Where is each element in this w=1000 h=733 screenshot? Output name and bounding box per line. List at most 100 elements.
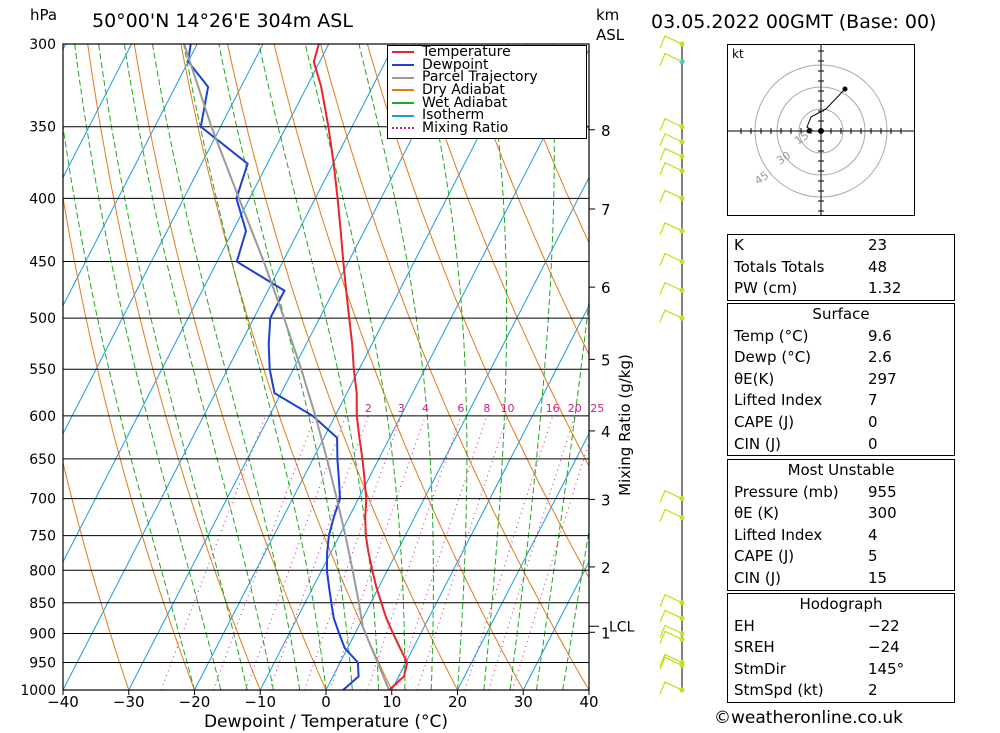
wind-barb xyxy=(659,52,683,66)
legend-swatch xyxy=(392,127,414,130)
stat-label: CIN (J) xyxy=(734,568,782,587)
mixing-ratio-label: 10 xyxy=(501,402,515,415)
wind-barb xyxy=(659,189,683,203)
legend-label: Wet Adiabat xyxy=(422,94,508,111)
hodograph-point xyxy=(806,128,812,134)
dewpoint-line xyxy=(187,44,360,690)
legend-item: Mixing Ratio xyxy=(388,120,586,137)
parcel-trajectory-line xyxy=(183,44,391,690)
wind-barb xyxy=(659,489,683,503)
wind-barb xyxy=(659,630,683,644)
hodograph-unit: kt xyxy=(732,47,744,61)
wet-adiabat-line xyxy=(509,44,555,690)
stat-value: 2.6 xyxy=(868,348,892,367)
isotherm-line xyxy=(63,44,395,690)
pressure-tick-label: 850 xyxy=(29,596,56,612)
stat-row: PW (cm) 1.32 xyxy=(728,278,954,300)
dry-adiabat-line xyxy=(63,194,195,690)
wind-barb xyxy=(659,653,683,667)
wind-barb xyxy=(659,161,683,176)
pressure-tick-label: 700 xyxy=(29,492,56,508)
wet-adiabat-line xyxy=(123,44,274,690)
mixing-ratio-label: 25 xyxy=(590,402,604,415)
location-title: 50°00'N 14°26'E 304m ASL xyxy=(92,10,353,32)
legend-swatch xyxy=(392,102,414,105)
km-unit-label: km xyxy=(596,6,620,24)
legend-item: Parcel Trajectory xyxy=(388,71,586,84)
stat-label: CAPE (J) xyxy=(734,412,795,431)
km-tick-label: 3 xyxy=(601,491,611,509)
hodograph-point xyxy=(818,128,824,134)
stat-row: Totals Totals 48 xyxy=(728,257,954,279)
stat-value: −22 xyxy=(868,616,900,635)
wet-adiabat-line xyxy=(98,44,248,690)
x-axis-label: Dewpoint / Temperature (°C) xyxy=(204,712,448,732)
wet-adiabat-line xyxy=(152,44,301,690)
pressure-tick-label: 900 xyxy=(29,626,56,642)
stat-row: Temp (°C) 9.6 xyxy=(728,326,954,348)
pressure-tick-label: 600 xyxy=(29,409,56,425)
stat-label: StmDir xyxy=(734,659,786,678)
datetime-label: 03.05.2022 00GMT (Base: 00) xyxy=(651,11,937,33)
pressure-tick-label: 400 xyxy=(29,191,56,207)
pressure-tick-label: 550 xyxy=(29,362,56,378)
credit-label: ©weatheronline.co.uk xyxy=(714,708,904,728)
km-tick-label: 4 xyxy=(601,423,611,441)
lcl-label: LCL xyxy=(609,619,635,635)
mixing-ratio-label: 3 xyxy=(398,402,405,415)
mixing-ratio-label: 4 xyxy=(422,402,429,415)
stat-row: EH −22 xyxy=(728,616,954,638)
km-tick-label: 8 xyxy=(601,122,611,140)
wind-barb xyxy=(659,309,683,323)
stat-label: Dewp (°C) xyxy=(734,348,812,367)
stat-row: CAPE (J) 0 xyxy=(728,412,954,434)
legend-swatch xyxy=(392,64,414,67)
legend-label: Dry Adiabat xyxy=(422,82,505,99)
legend-label: Mixing Ratio xyxy=(422,120,509,137)
mixing-ratio-line xyxy=(367,415,462,690)
hodograph: kt 15 30 45 xyxy=(727,44,915,216)
isotherm-line xyxy=(325,176,589,690)
legend: Temperature Dewpoint Parcel Trajectory Dry … xyxy=(387,45,587,139)
wind-barb-dot xyxy=(679,124,685,130)
panel-title: Surface xyxy=(812,305,870,323)
stat-label: StmSpd (kt) xyxy=(734,681,824,700)
wet-adiabat-line xyxy=(183,44,327,690)
temperature-line xyxy=(312,44,409,690)
stat-row: θE (K) 300 xyxy=(728,503,954,525)
isotherm-line xyxy=(391,304,589,690)
legend-item: Dry Adiabat xyxy=(388,82,586,99)
wind-barb xyxy=(659,624,683,638)
stat-value: 15 xyxy=(868,568,888,587)
most-unstable-panel: Most Unstable Pressure (mb) 955 θE (K) 300 Li… xyxy=(727,459,955,591)
stat-row: CAPE (J) 5 xyxy=(728,546,954,568)
stat-row: CIN (J) 15 xyxy=(728,568,954,590)
stat-row: Pressure (mb) 955 xyxy=(728,482,954,504)
stat-value: 23 xyxy=(868,236,888,254)
x-tick-label: 0 xyxy=(321,693,331,711)
isotherm-line xyxy=(63,44,198,307)
stat-row: θE(K) 297 xyxy=(728,369,954,391)
mixing-ratio-label: 8 xyxy=(483,402,490,415)
wind-barb xyxy=(659,147,683,161)
wind-barb xyxy=(659,132,683,147)
stat-label: Pressure (mb) xyxy=(734,482,839,501)
stat-row: StmDir 145° xyxy=(728,659,954,681)
wind-barb-dot xyxy=(679,59,685,65)
dry-adiabat-line xyxy=(63,460,130,690)
pressure-tick-label: 350 xyxy=(29,120,56,136)
dry-adiabat-line xyxy=(227,44,458,690)
km-tick-label: 7 xyxy=(601,201,611,219)
wet-adiabat-line xyxy=(304,44,406,690)
stat-row: K 23 xyxy=(728,235,954,257)
x-tick-label: 10 xyxy=(382,693,401,711)
surface-panel: Surface Temp (°C) 9.6 Dewp (°C) 2.6 θE(K) 297 L… xyxy=(727,303,955,457)
pressure-tick-label: 450 xyxy=(29,255,56,271)
km-tick-label: 1 xyxy=(601,624,611,642)
isotherm-line xyxy=(522,560,589,690)
x-tick-label: −40 xyxy=(47,693,79,711)
wet-adiabat-line xyxy=(562,527,589,690)
mixing-ratio-label: 20 xyxy=(568,402,582,415)
stat-value: 297 xyxy=(868,369,897,388)
